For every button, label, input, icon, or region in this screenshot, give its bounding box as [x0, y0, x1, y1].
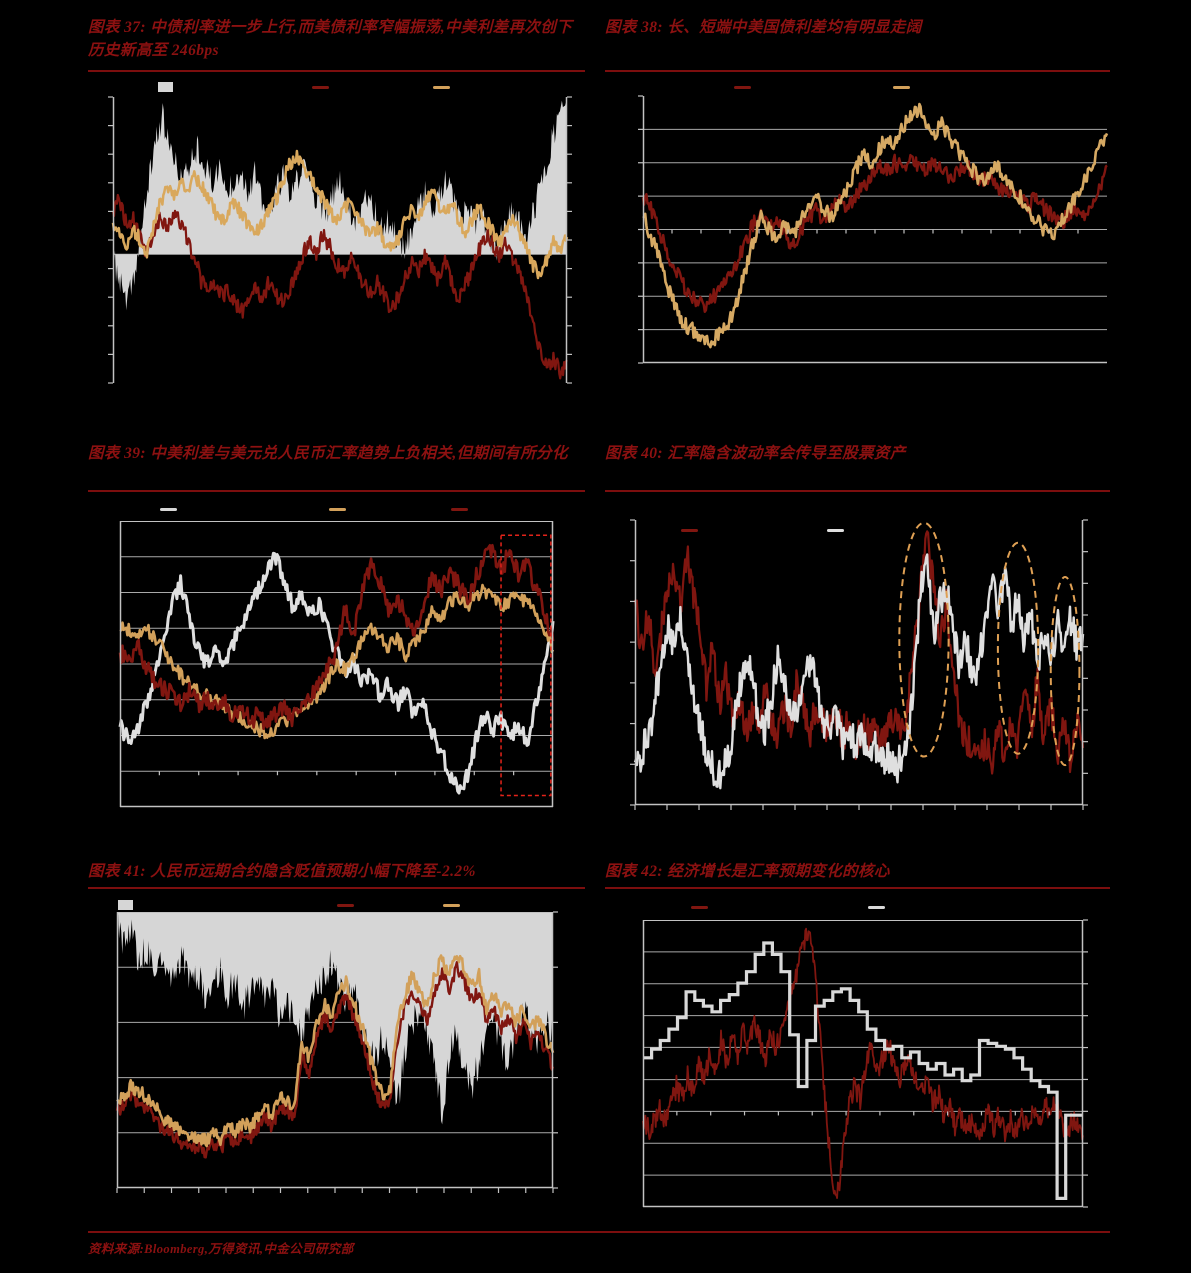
figure-38-chart: [638, 95, 1109, 364]
figure-39-chart: [118, 521, 555, 808]
legend-swatch-line: [867, 906, 885, 909]
figure-41-title-rule: [88, 887, 585, 889]
figure-39: 图表 39: 中美利差与美元兑人民币汇率趋势上负相关,但期间有所分化: [88, 440, 585, 852]
figure-39-plot-svg: [118, 521, 555, 808]
legend-swatch-line: [827, 529, 845, 532]
source-note: 资料来源:Bloomberg,万得资讯,中金公司研究部: [88, 1242, 354, 1256]
legend-swatch-line: [329, 508, 347, 511]
figure-41-title: 图表 41: 人民币远期合约隐含贬值预期小幅下降至-2.2%: [88, 863, 476, 880]
figure-37-chart: [108, 96, 572, 384]
figure-41-chart: [115, 911, 558, 1193]
legend-swatch-line: [450, 508, 468, 511]
figure-39-title: 图表 39: 中美利差与美元兑人民币汇率趋势上负相关,但期间有所分化: [88, 445, 568, 462]
figure-42-title: 图表 42: 经济增长是汇率预期变化的核心: [605, 863, 890, 880]
legend-swatch-box: [157, 82, 173, 92]
figure-38-plot-svg: [638, 95, 1109, 364]
figure-40: 图表 40: 汇率隐含波动率会传导至股票资产: [605, 440, 1110, 852]
figure-38-legend: [605, 82, 1110, 94]
figure-38-title-rule: [605, 70, 1110, 72]
figure-39-legend: [88, 504, 585, 516]
legend-swatch-line: [733, 86, 751, 89]
legend-swatch-line: [690, 906, 708, 909]
legend-swatch-line: [336, 904, 354, 907]
figure-38-title: 图表 38: 长、短端中美国债利差均有明显走阔: [605, 19, 922, 36]
legend-swatch-line: [433, 86, 451, 89]
figure-42: 图表 42: 经济增长是汇率预期变化的核心: [605, 858, 1110, 1226]
figure-41-legend: [88, 900, 585, 912]
footer-rule: [88, 1231, 1110, 1233]
figure-40-title: 图表 40: 汇率隐含波动率会传导至股票资产: [605, 445, 906, 462]
figure-41: 图表 41: 人民币远期合约隐含贬值预期小幅下降至-2.2%: [88, 858, 585, 1226]
figure-37-plot-svg: [108, 96, 572, 384]
figure-42-title-rule: [605, 887, 1110, 889]
legend-swatch-line: [680, 529, 698, 532]
figure-42-chart: [642, 919, 1088, 1208]
figure-40-legend: [605, 525, 1110, 537]
figure-37: 图表 37: 中债利率进一步上行,而美债利率窄幅振荡,中美利差再次创下历史新高至…: [88, 14, 585, 434]
figure-40-plot-svg: [630, 519, 1088, 810]
figure-37-title: 图表 37: 中债利率进一步上行,而美债利率窄幅振荡,中美利差再次创下历史新高至…: [88, 19, 573, 60]
legend-swatch-box: [117, 900, 133, 910]
figure-41-plot-svg: [115, 911, 558, 1193]
legend-swatch-line: [311, 86, 329, 89]
figure-39-title-rule: [88, 490, 585, 492]
figure-38: 图表 38: 长、短端中美国债利差均有明显走阔: [605, 14, 1110, 434]
figure-42-plot-svg: [642, 919, 1088, 1208]
figure-40-title-rule: [605, 490, 1110, 492]
figure-37-title-rule: [88, 70, 585, 72]
figure-40-chart: [630, 519, 1088, 810]
figure-42-legend: [605, 902, 1110, 914]
legend-swatch-line: [443, 904, 461, 907]
figure-37-legend: [88, 82, 585, 94]
legend-swatch-line: [160, 508, 178, 511]
legend-swatch-line: [892, 86, 910, 89]
